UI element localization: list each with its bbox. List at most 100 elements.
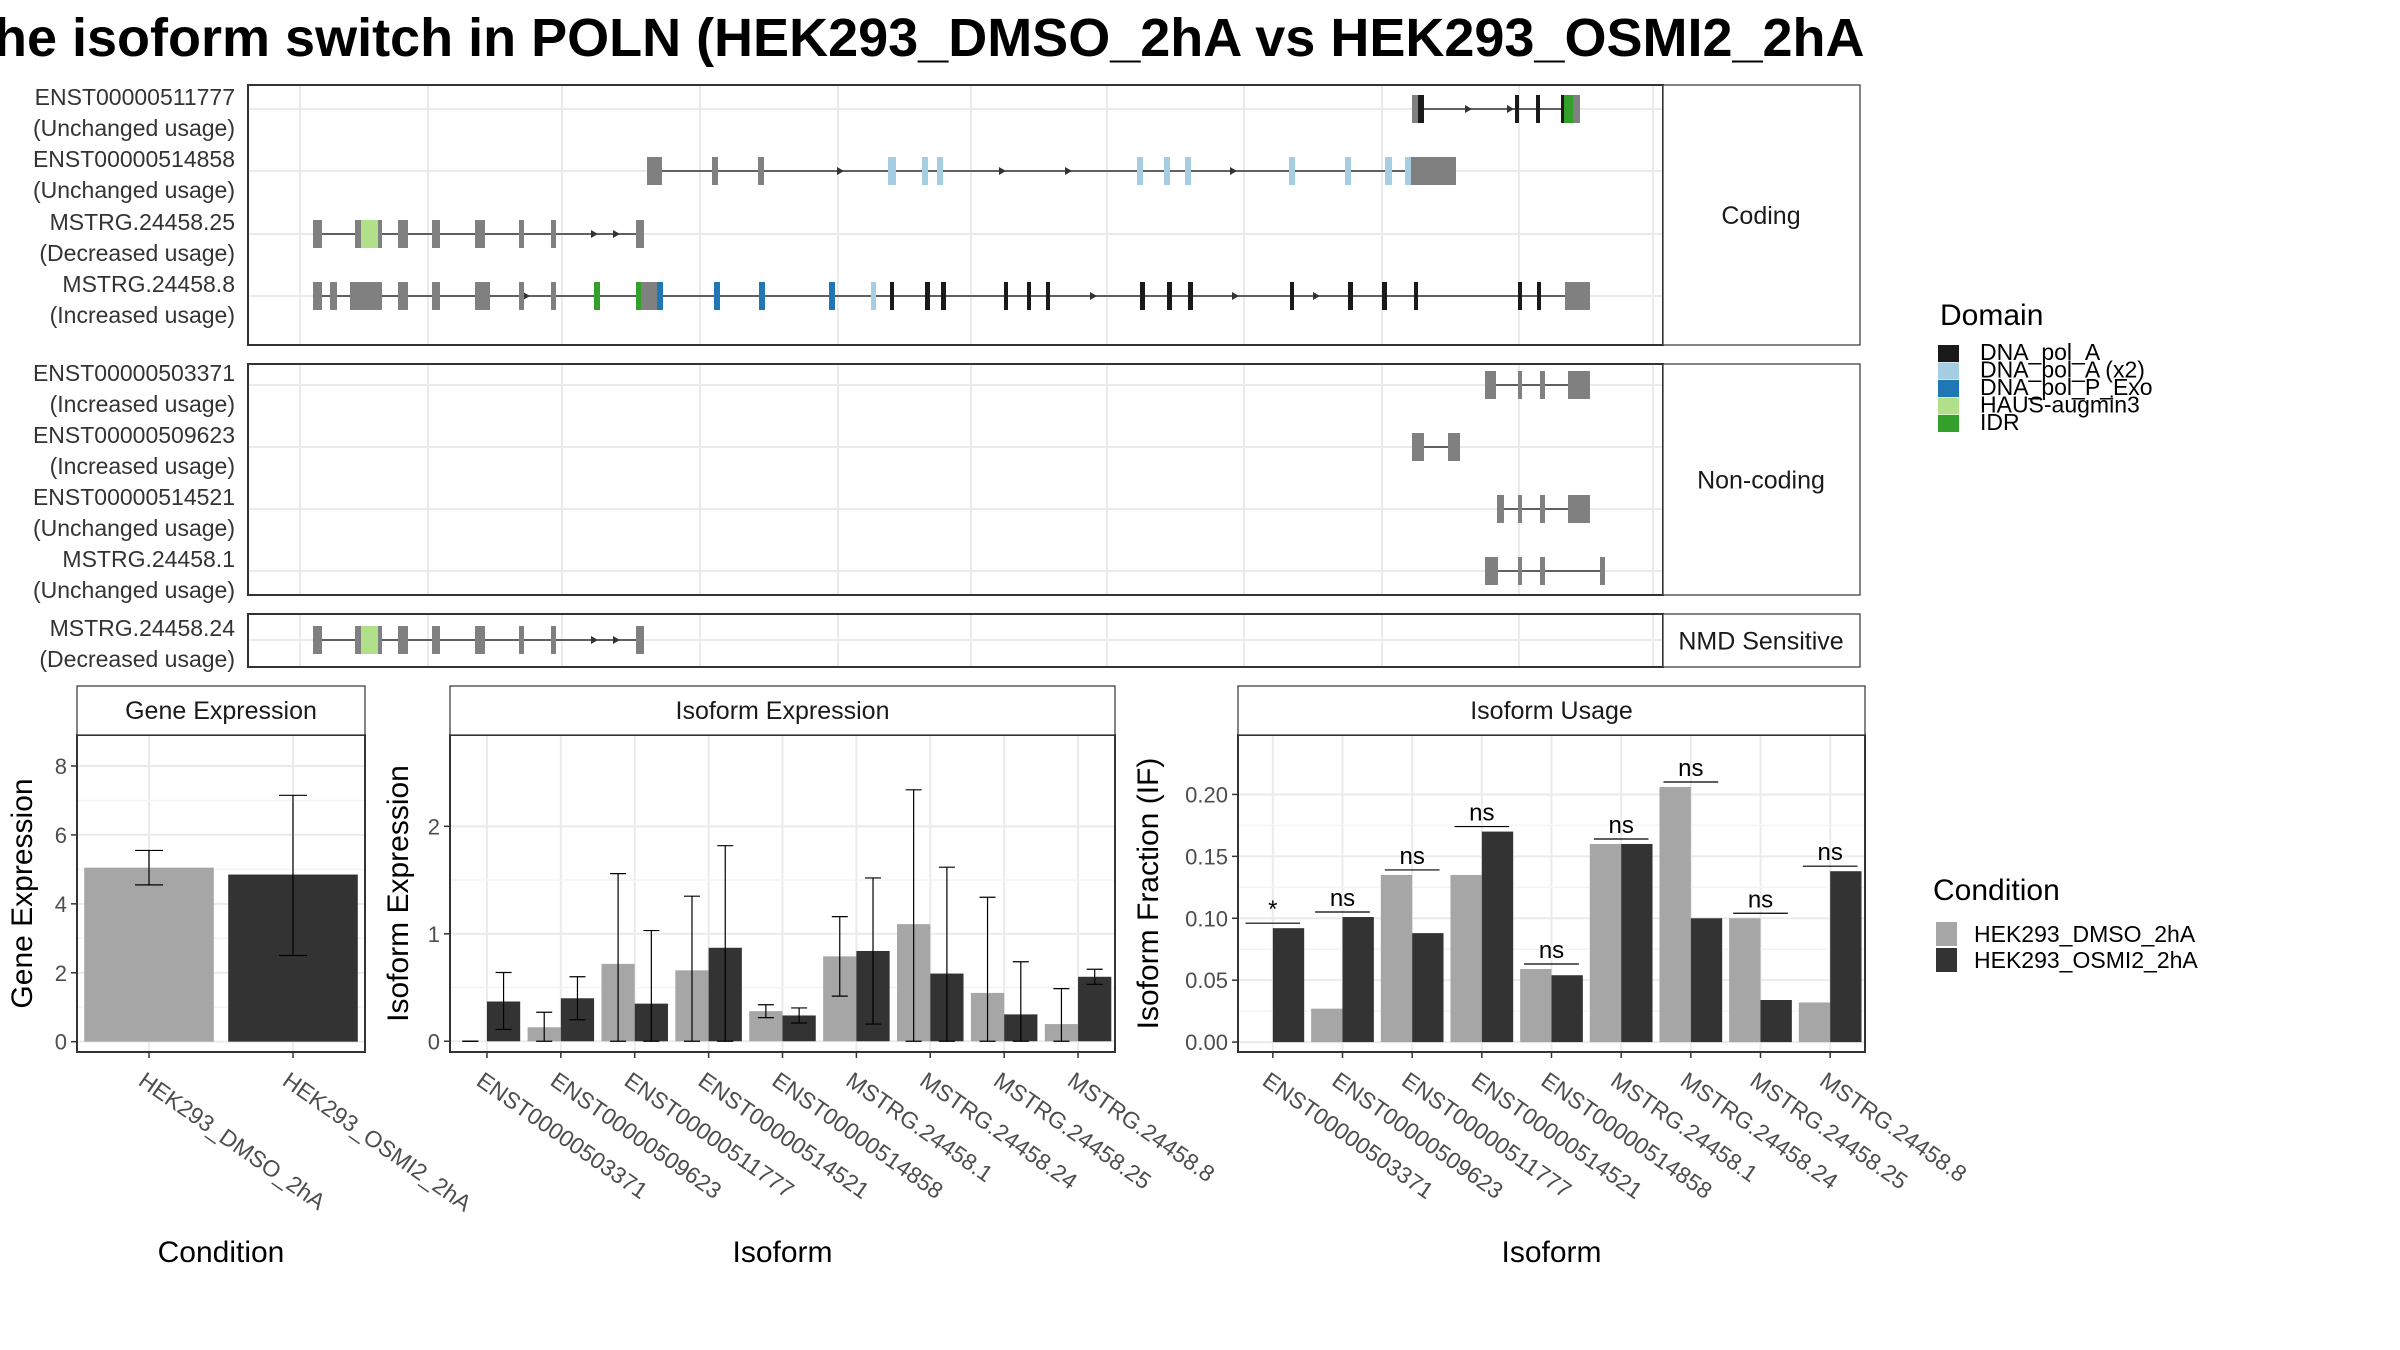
exon bbox=[641, 282, 657, 310]
isoform-track bbox=[647, 157, 1456, 185]
panel-title: Isoform Expression bbox=[676, 697, 890, 725]
exon bbox=[1448, 433, 1460, 461]
facet-strip-label: Coding bbox=[1721, 202, 1800, 230]
bar bbox=[1830, 871, 1862, 1043]
bar bbox=[1551, 975, 1583, 1043]
exon bbox=[361, 220, 378, 248]
isoform-track bbox=[1412, 433, 1460, 461]
exon bbox=[888, 157, 892, 185]
y-tick-label: 0.00 bbox=[1185, 1030, 1228, 1055]
bar bbox=[1380, 874, 1413, 1043]
significance-label: ns bbox=[1330, 885, 1355, 912]
exon bbox=[378, 220, 382, 248]
exon bbox=[475, 282, 490, 310]
significance-label: ns bbox=[1469, 800, 1494, 827]
exon bbox=[712, 157, 718, 185]
bar bbox=[1481, 831, 1514, 1043]
domain-legend-label: DNA_pol_A bbox=[1980, 339, 2101, 365]
isoform-label: ENST00000514521 bbox=[33, 484, 235, 510]
bar bbox=[1272, 928, 1305, 1043]
panel-title: Isoform Usage bbox=[1470, 697, 1633, 725]
exon bbox=[1027, 282, 1031, 310]
exon bbox=[1537, 282, 1541, 310]
significance-label: ns bbox=[1817, 839, 1842, 866]
exon bbox=[941, 282, 946, 310]
exon bbox=[355, 626, 361, 654]
exon bbox=[1411, 157, 1456, 185]
isoform-label: MSTRG.24458.1 bbox=[62, 546, 235, 572]
exon bbox=[922, 157, 928, 185]
exon bbox=[398, 282, 408, 310]
exon bbox=[519, 626, 524, 654]
exon bbox=[1004, 282, 1008, 310]
facet-strip bbox=[1662, 613, 1861, 668]
exon bbox=[1565, 282, 1573, 310]
exon bbox=[519, 282, 524, 310]
exon bbox=[892, 157, 896, 185]
direction-arrow bbox=[837, 167, 844, 175]
exon bbox=[330, 282, 337, 310]
panel-strip bbox=[449, 685, 1116, 736]
y-tick-label: 4 bbox=[55, 892, 67, 917]
y-tick-label: 1 bbox=[428, 922, 440, 947]
exon bbox=[361, 626, 378, 654]
exon bbox=[1564, 95, 1573, 123]
condition-legend-label: HEK293_OSMI2_2hA bbox=[1974, 947, 2198, 973]
domain-legend-swatch bbox=[1938, 397, 1959, 415]
exon bbox=[1405, 157, 1411, 185]
exon bbox=[1573, 95, 1580, 123]
condition-legend-label: HEK293_DMSO_2hA bbox=[1974, 921, 2196, 947]
exon bbox=[313, 220, 322, 248]
isoform-usage-label: (Unchanged usage) bbox=[33, 177, 235, 203]
exon bbox=[1518, 557, 1522, 585]
exon bbox=[313, 626, 322, 654]
exon bbox=[432, 220, 440, 248]
facet-strip-label: NMD Sensitive bbox=[1678, 628, 1843, 656]
exon bbox=[1497, 495, 1504, 523]
exon bbox=[1385, 157, 1392, 185]
y-tick-label: 0 bbox=[428, 1029, 440, 1054]
chart-2: 0.00 0.05 0.10 0.15 0.20 * ns ns ns ns ns ns ns ns Iso… bbox=[1132, 685, 1972, 1269]
exon bbox=[1561, 95, 1564, 123]
direction-arrow bbox=[613, 230, 620, 238]
x-axis-title: Isoform bbox=[732, 1236, 832, 1269]
exon bbox=[1568, 371, 1590, 399]
isoform-usage-label: (Decreased usage) bbox=[39, 240, 235, 266]
domain-legend-swatch bbox=[1938, 345, 1959, 362]
domain-legend-label: IDR bbox=[1980, 409, 2020, 435]
bar bbox=[1690, 918, 1723, 1043]
exon bbox=[1418, 95, 1424, 123]
isoform-label: ENST00000511777 bbox=[35, 84, 235, 110]
exon bbox=[647, 157, 662, 185]
isoform-usage-label: (Increased usage) bbox=[50, 453, 235, 479]
domain-legend-title: Domain bbox=[1940, 299, 2043, 332]
plot-title: he isoform switch in POLN (HEK293_DMSO_2… bbox=[0, 8, 1865, 68]
exon bbox=[1164, 157, 1170, 185]
bar bbox=[1798, 1002, 1831, 1043]
exon bbox=[1485, 557, 1498, 585]
exon bbox=[1540, 371, 1545, 399]
exon bbox=[1046, 282, 1050, 310]
exon bbox=[551, 220, 556, 248]
domain-legend-label: DNA_pol_A (x2) bbox=[1980, 357, 2145, 383]
exon bbox=[758, 157, 764, 185]
panel-strip bbox=[76, 685, 366, 736]
y-tick-label: 0.10 bbox=[1185, 906, 1228, 931]
domain-legend-label: DNA_pol_P_Exo bbox=[1980, 374, 2153, 400]
y-tick-label: 0.05 bbox=[1185, 968, 1228, 993]
y-axis-title: Isoform Fraction (IF) bbox=[1132, 758, 1165, 1030]
y-axis-title: Isoform Expression bbox=[382, 765, 415, 1022]
exon bbox=[1412, 433, 1424, 461]
bar bbox=[1589, 843, 1622, 1043]
exon bbox=[1540, 495, 1545, 523]
exon bbox=[937, 157, 943, 185]
exon bbox=[551, 626, 556, 654]
significance-label: ns bbox=[1748, 886, 1773, 913]
y-tick-label: 2 bbox=[55, 961, 67, 986]
isoform-usage-label: (Increased usage) bbox=[50, 391, 235, 417]
panel-title: Gene Expression bbox=[125, 697, 317, 725]
exon bbox=[355, 220, 361, 248]
significance-label: ns bbox=[1678, 755, 1703, 782]
